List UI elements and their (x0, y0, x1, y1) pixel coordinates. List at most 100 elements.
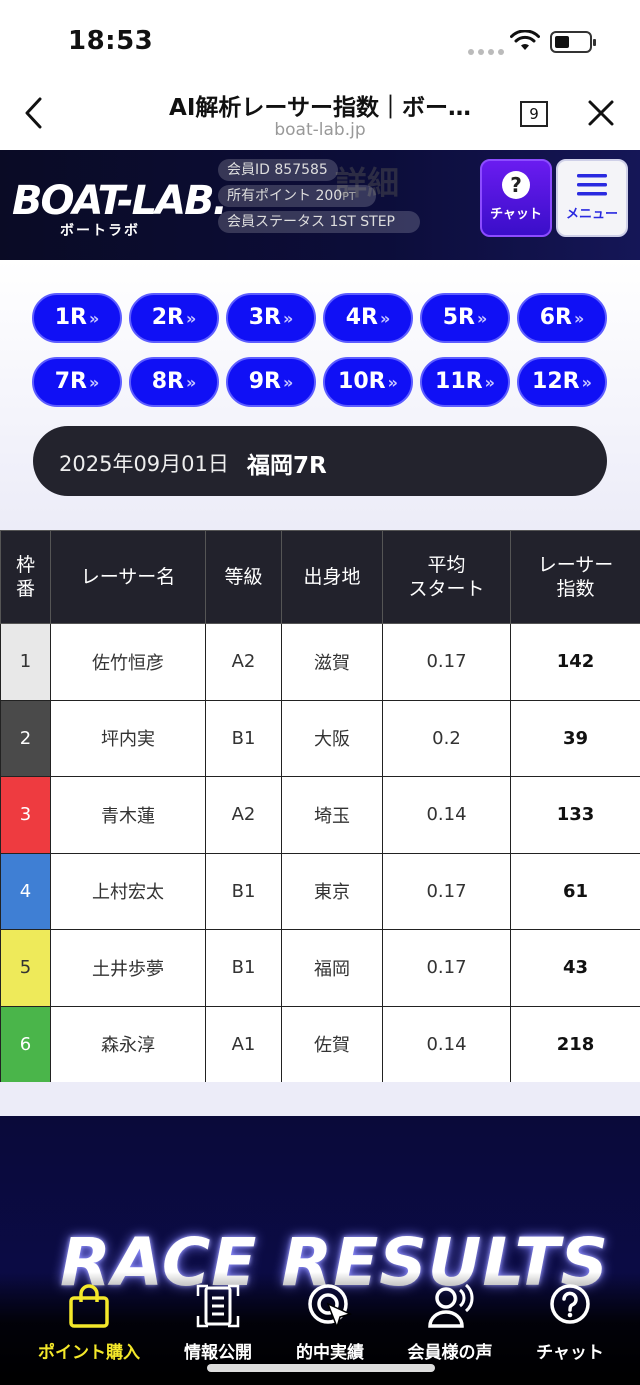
table-row: 6 森永淳 A1 佐賀 0.14 218 (0, 1005, 640, 1083)
race-button-3r[interactable]: 3R» (226, 293, 316, 343)
points-badge: 所有ポイント 200PT (218, 185, 376, 207)
target-cursor-icon (308, 1284, 353, 1330)
grade-cell: A2 (205, 776, 282, 854)
racer-table: 枠番 レーサー名 等級 出身地 平均 スタート レーサー 指数 1 佐竹恒彦 A2 滋賀 0… (0, 530, 640, 1083)
column-header-waku: 枠番 (0, 530, 51, 624)
tab-label: ポイント購入 (38, 1343, 140, 1363)
waku-cell: 6 (0, 1005, 51, 1083)
menu-button-label: メニュー (565, 207, 618, 222)
hamburger-icon (577, 174, 607, 196)
tab-label: 的中実績 (296, 1343, 364, 1363)
back-chevron-icon[interactable] (20, 96, 50, 130)
origin-cell: 大阪 (281, 699, 383, 777)
page-title: AI解析レーサー指数｜ボー… (169, 95, 471, 121)
member-status-value: 1ST STEP (329, 214, 395, 230)
racer-name-cell: 坪内実 (50, 699, 206, 777)
tab-count-button[interactable]: 9 (520, 101, 548, 127)
chat-button-label: チャット (490, 207, 542, 222)
site-header: 詳細 BOAT-LAB. ボートラボ 会員ID 857585 所有ポイント 20… (0, 150, 640, 260)
table-header-row: 枠番 レーサー名 等級 出身地 平均 スタート レーサー 指数 (0, 530, 640, 624)
tab-hit-record[interactable]: 的中実績 (270, 1282, 390, 1363)
race-button-10r[interactable]: 10R» (323, 357, 413, 407)
racer-name-cell: 上村宏太 (50, 852, 206, 930)
signal-dots-icon (468, 40, 508, 59)
member-status-badge: 会員ステータス 1ST STEP (218, 211, 420, 233)
grade-cell: B1 (205, 699, 282, 777)
member-id-badge: 会員ID 857585 (218, 159, 338, 181)
table-row: 3 青木蓮 A2 埼玉 0.14 133 (0, 776, 640, 854)
race-button-2r[interactable]: 2R» (129, 293, 219, 343)
table-row: 2 坪内実 B1 大阪 0.2 39 (0, 699, 640, 777)
member-id-label: 会員ID (227, 162, 270, 178)
avg-start-cell: 0.2 (382, 699, 511, 777)
close-icon[interactable] (586, 98, 616, 128)
status-time: 18:53 (68, 26, 154, 56)
table-row: 4 上村宏太 B1 東京 0.17 61 (0, 852, 640, 930)
grade-cell: A2 (205, 623, 282, 701)
section-divider (0, 1082, 640, 1116)
status-bar: 18:53 (0, 0, 640, 84)
points-value: 200 (315, 188, 343, 204)
tab-member-voices[interactable]: 会員様の声 (390, 1282, 510, 1363)
origin-cell: 滋賀 (281, 623, 383, 701)
document-icon (196, 1284, 240, 1328)
waku-cell: 2 (0, 699, 51, 777)
race-button-1r[interactable]: 1R» (32, 293, 122, 343)
grade-cell: B1 (205, 852, 282, 930)
points-unit: PT (342, 190, 356, 203)
origin-cell: 福岡 (281, 929, 383, 1007)
question-icon: ? (502, 171, 530, 199)
user-voice-icon (428, 1283, 474, 1328)
racer-name-cell: 土井歩夢 (50, 929, 206, 1007)
battery-icon (550, 31, 596, 53)
tab-label: 会員様の声 (407, 1343, 493, 1363)
browser-navbar: AI解析レーサー指数｜ボー… boat-lab.jp 9 (0, 84, 640, 150)
member-id-value: 857585 (274, 162, 328, 178)
home-indicator[interactable] (207, 1364, 435, 1372)
race-button-11r[interactable]: 11R» (420, 357, 510, 407)
tab-info-release[interactable]: 情報公開 (158, 1282, 278, 1363)
racer-index-cell: 133 (510, 776, 640, 854)
points-label: 所有ポイント (227, 188, 311, 204)
racer-table-wrapper: 枠番 レーサー名 等級 出身地 平均 スタート レーサー 指数 1 佐竹恒彦 A2 滋賀 0… (0, 530, 640, 1083)
race-venue: 福岡7R (247, 453, 327, 479)
page-url[interactable]: boat-lab.jp (274, 120, 366, 140)
waku-cell: 1 (0, 623, 51, 701)
column-header-grade: 等級 (205, 530, 282, 624)
column-header-avg-start: 平均 スタート (382, 530, 511, 624)
boatlab-logo[interactable]: BOAT-LAB. (12, 178, 228, 224)
double-chevron-icon: » (88, 373, 100, 392)
race-button-grid: 1R» 2R» 3R» 4R» 5R» 6R» 7R» 8R» 9R» 10R»… (32, 293, 612, 407)
menu-button[interactable]: メニュー (556, 159, 628, 237)
race-button-4r[interactable]: 4R» (323, 293, 413, 343)
waku-cell: 3 (0, 776, 51, 854)
double-chevron-icon: » (185, 309, 197, 328)
race-button-9r[interactable]: 9R» (226, 357, 316, 407)
chat-button[interactable]: ? チャット (480, 159, 552, 237)
tab-label: チャット (536, 1343, 604, 1363)
ghost-page-heading: 詳細 (335, 164, 400, 202)
tab-point-purchase[interactable]: ポイント購入 (29, 1282, 149, 1363)
racer-index-cell: 61 (510, 852, 640, 930)
table-row: 5 土井歩夢 B1 福岡 0.17 43 (0, 929, 640, 1007)
double-chevron-icon: » (573, 309, 585, 328)
wifi-icon (510, 30, 540, 50)
tab-chat[interactable]: チャット (510, 1282, 630, 1363)
racer-index-cell: 43 (510, 929, 640, 1007)
race-button-6r[interactable]: 6R» (517, 293, 607, 343)
tab-label: 情報公開 (184, 1343, 252, 1363)
race-button-8r[interactable]: 8R» (129, 357, 219, 407)
race-button-5r[interactable]: 5R» (420, 293, 510, 343)
racer-index-cell: 218 (510, 1005, 640, 1083)
grade-cell: A1 (205, 1005, 282, 1083)
race-button-12r[interactable]: 12R» (517, 357, 607, 407)
double-chevron-icon: » (185, 373, 197, 392)
double-chevron-icon: » (387, 373, 398, 392)
table-row: 1 佐竹恒彦 A2 滋賀 0.17 142 (0, 623, 640, 701)
avg-start-cell: 0.14 (382, 776, 511, 854)
race-selector-section: 1R» 2R» 3R» 4R» 5R» 6R» 7R» 8R» 9R» 10R»… (0, 260, 640, 530)
grade-cell: B1 (205, 929, 282, 1007)
race-button-7r[interactable]: 7R» (32, 357, 122, 407)
member-status-label: 会員ステータス (227, 214, 325, 230)
race-info-bar: 2025年09月01日 福岡7R (33, 426, 607, 496)
